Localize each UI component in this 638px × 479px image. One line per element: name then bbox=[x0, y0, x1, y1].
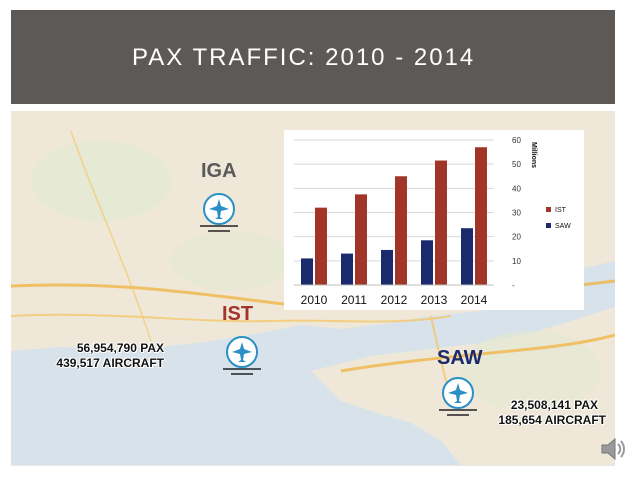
x-tick-label: 2010 bbox=[301, 293, 328, 307]
iga-airplane-icon bbox=[200, 193, 238, 232]
pax-bar-chart: - 10 20 30 40 50 60 Millions 2010 2011 2012 2013 201… bbox=[294, 136, 571, 307]
y-tick-label: 40 bbox=[512, 184, 521, 193]
x-tick-label: 2012 bbox=[381, 293, 408, 307]
ist-aircraft: 439,517 AIRCRAFT bbox=[56, 356, 164, 370]
y-tick-label: 10 bbox=[512, 257, 521, 266]
saw-pax: 23,508,141 PAX bbox=[510, 398, 598, 412]
y-tick-label: 50 bbox=[512, 160, 521, 169]
y-tick-label: - bbox=[512, 281, 515, 290]
x-tick-label: 2014 bbox=[461, 293, 488, 307]
bar-ist-2014 bbox=[475, 147, 487, 285]
bar-ist-2012 bbox=[395, 176, 407, 285]
bar-ist-2011 bbox=[355, 194, 367, 285]
iga-label: IGA bbox=[201, 160, 237, 182]
ist-pax: 56,954,790 PAX bbox=[76, 341, 164, 355]
saw-aircraft: 185,654 AIRCRAFT bbox=[498, 413, 606, 427]
title-bar bbox=[11, 10, 615, 104]
x-tick-label: 2013 bbox=[421, 293, 448, 307]
slide-title: PAX TRAFFIC: 2010 - 2014 bbox=[132, 44, 476, 71]
saw-airplane-icon bbox=[439, 377, 477, 416]
y-tick-label: 60 bbox=[512, 136, 521, 145]
ist-airplane-icon bbox=[223, 336, 261, 375]
y-tick-label: 20 bbox=[512, 233, 521, 242]
speaker-icon[interactable] bbox=[599, 436, 627, 462]
bar-saw-2011 bbox=[341, 253, 353, 285]
legend-swatch-ist bbox=[546, 207, 551, 212]
saw-label: SAW bbox=[437, 347, 483, 369]
ist-label: IST bbox=[222, 303, 254, 325]
legend-label-saw: SAW bbox=[555, 223, 571, 230]
bar-saw-2013 bbox=[421, 240, 433, 285]
chart-panel: - 10 20 30 40 50 60 Millions 2010 2011 2012 2013 201… bbox=[284, 130, 584, 310]
bar-saw-2012 bbox=[381, 249, 393, 285]
bar-saw-2010 bbox=[301, 258, 313, 285]
bar-ist-2013 bbox=[435, 160, 447, 285]
x-tick-label: 2011 bbox=[341, 293, 367, 307]
bar-saw-2014 bbox=[461, 228, 473, 285]
y-tick-label: 30 bbox=[512, 209, 521, 218]
legend-label-ist: IST bbox=[555, 207, 567, 214]
bar-ist-2010 bbox=[315, 207, 327, 285]
legend-swatch-saw bbox=[546, 223, 551, 228]
y-axis-label: Millions bbox=[530, 142, 537, 168]
